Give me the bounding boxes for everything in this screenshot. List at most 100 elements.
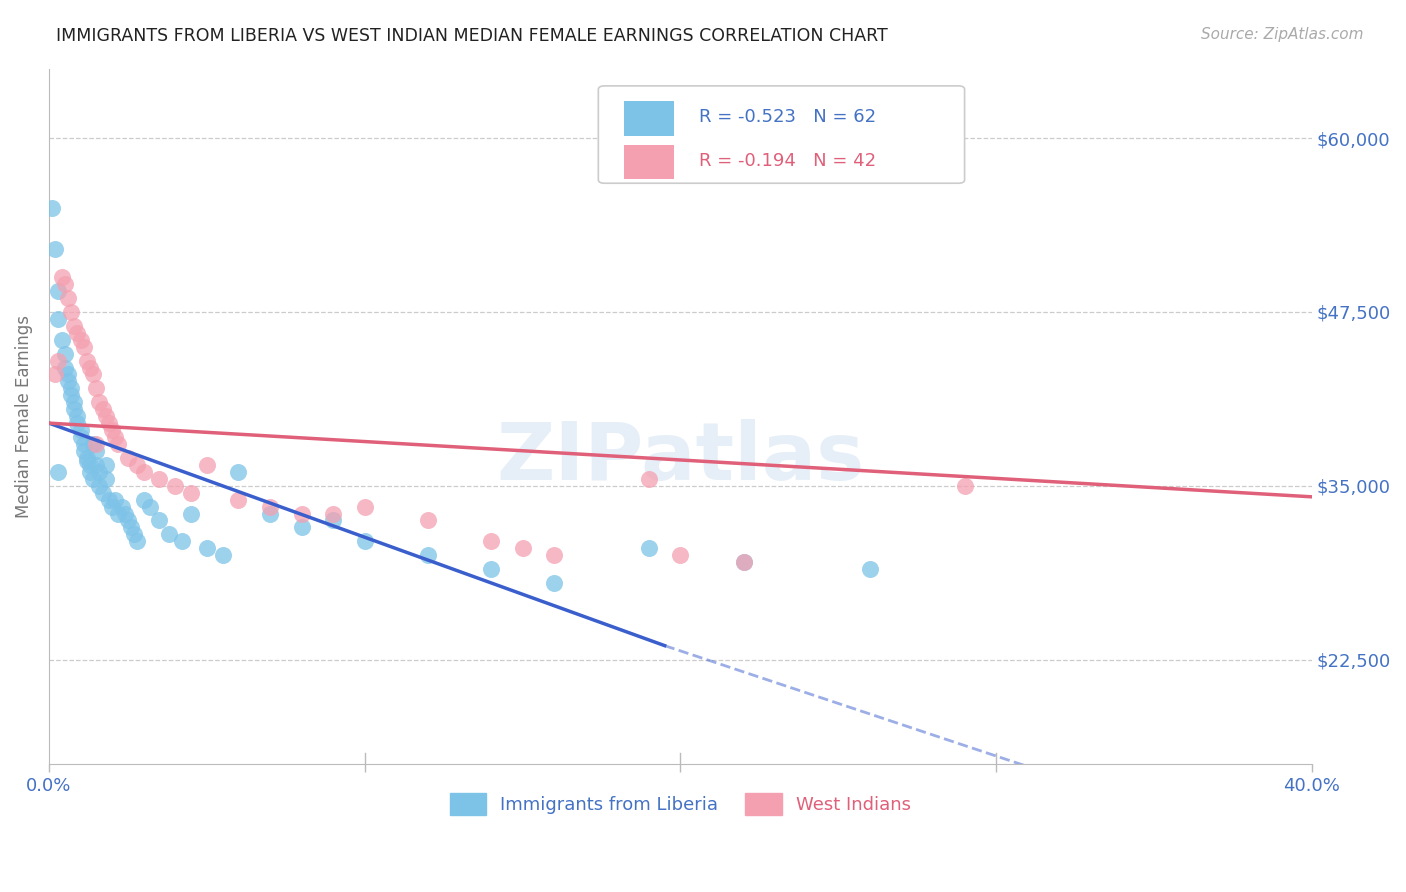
Text: ZIPatlas: ZIPatlas	[496, 419, 865, 497]
Point	[543, 576, 565, 591]
Point	[76, 453, 98, 467]
Point	[669, 548, 692, 562]
Point	[170, 534, 193, 549]
Point	[117, 513, 139, 527]
Point	[148, 472, 170, 486]
Point	[101, 500, 124, 514]
Point	[228, 465, 250, 479]
Point	[180, 507, 202, 521]
Point	[63, 318, 86, 333]
Point	[41, 201, 63, 215]
Point	[53, 277, 76, 291]
Point	[733, 555, 755, 569]
Point	[953, 479, 976, 493]
Point	[73, 437, 96, 451]
Point	[101, 423, 124, 437]
Point	[69, 430, 91, 444]
Point	[479, 534, 502, 549]
Point	[60, 381, 83, 395]
Point	[107, 437, 129, 451]
Point	[94, 458, 117, 472]
Point	[86, 444, 108, 458]
Point	[132, 492, 155, 507]
Point	[86, 437, 108, 451]
Point	[89, 479, 111, 493]
Point	[60, 388, 83, 402]
Point	[91, 485, 114, 500]
Point	[104, 430, 127, 444]
Point	[416, 548, 439, 562]
Point	[290, 507, 312, 521]
Point	[165, 479, 187, 493]
Point	[543, 548, 565, 562]
Point	[82, 472, 104, 486]
FancyBboxPatch shape	[599, 86, 965, 183]
Point	[63, 402, 86, 417]
Point	[66, 416, 89, 430]
Point	[259, 507, 281, 521]
Point	[56, 375, 79, 389]
Point	[86, 458, 108, 472]
Point	[180, 485, 202, 500]
Point	[107, 507, 129, 521]
Point	[353, 534, 375, 549]
Point	[56, 291, 79, 305]
Point	[53, 360, 76, 375]
Text: IMMIGRANTS FROM LIBERIA VS WEST INDIAN MEDIAN FEMALE EARNINGS CORRELATION CHART: IMMIGRANTS FROM LIBERIA VS WEST INDIAN M…	[56, 27, 889, 45]
Bar	[624, 145, 673, 179]
Legend: Immigrants from Liberia, West Indians: Immigrants from Liberia, West Indians	[441, 784, 920, 824]
Point	[127, 458, 149, 472]
Point	[69, 423, 91, 437]
Point	[195, 458, 218, 472]
Point	[79, 458, 101, 472]
Point	[94, 409, 117, 424]
Point	[56, 368, 79, 382]
Point	[290, 520, 312, 534]
Text: R = -0.194   N = 42: R = -0.194 N = 42	[699, 152, 876, 169]
Point	[66, 409, 89, 424]
Point	[76, 353, 98, 368]
Bar	[624, 101, 673, 136]
Point	[139, 500, 162, 514]
Point	[733, 555, 755, 569]
Point	[94, 472, 117, 486]
Point	[66, 326, 89, 340]
Point	[82, 368, 104, 382]
Point	[51, 333, 73, 347]
Text: Source: ZipAtlas.com: Source: ZipAtlas.com	[1201, 27, 1364, 42]
Point	[157, 527, 180, 541]
Point	[48, 465, 70, 479]
Point	[228, 492, 250, 507]
Point	[86, 381, 108, 395]
Point	[97, 416, 120, 430]
Point	[637, 541, 659, 556]
Point	[211, 548, 233, 562]
Point	[114, 507, 136, 521]
Point	[148, 513, 170, 527]
Point	[51, 270, 73, 285]
Y-axis label: Median Female Earnings: Median Female Earnings	[15, 315, 32, 517]
Point	[353, 500, 375, 514]
Point	[48, 311, 70, 326]
Point	[44, 242, 66, 256]
Point	[91, 402, 114, 417]
Point	[82, 437, 104, 451]
Point	[79, 465, 101, 479]
Point	[122, 527, 145, 541]
Point	[97, 492, 120, 507]
Point	[44, 368, 66, 382]
Point	[53, 346, 76, 360]
Point	[117, 450, 139, 465]
Point	[48, 284, 70, 298]
Point	[127, 534, 149, 549]
Point	[73, 340, 96, 354]
Point	[73, 444, 96, 458]
Point	[89, 465, 111, 479]
Point	[132, 465, 155, 479]
Point	[110, 500, 132, 514]
Point	[479, 562, 502, 576]
Point	[259, 500, 281, 514]
Point	[63, 395, 86, 409]
Point	[120, 520, 142, 534]
Point	[859, 562, 882, 576]
